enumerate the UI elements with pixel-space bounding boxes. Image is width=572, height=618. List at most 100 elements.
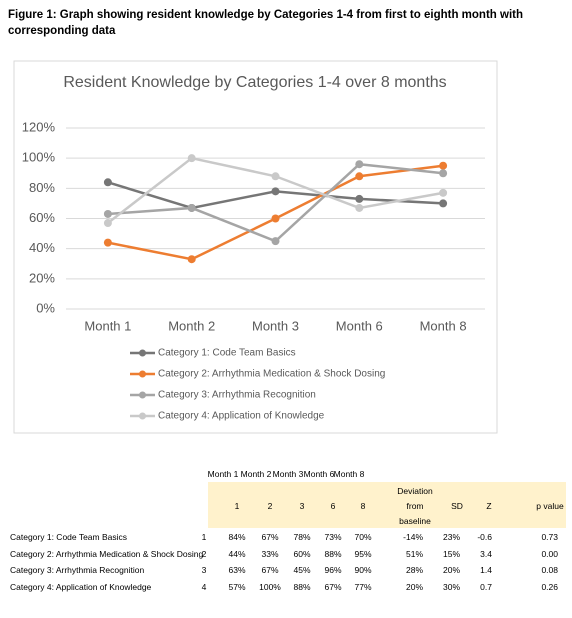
table-cell: 2 [201,548,207,559]
table-cell: 100% [259,581,281,592]
column-header: 2 [267,501,273,511]
x-tick-label: Month 6 [336,318,383,333]
column-header: 1 [234,501,240,511]
table-cell: 0.7 [480,581,492,592]
point [439,188,448,197]
column-header: 8 [360,501,366,511]
table-cell: 67% [324,581,342,592]
column-header: Deviation from baseline [397,486,433,526]
x-tick-label: Month 2 [168,318,215,333]
x-tick-label: Month 8 [420,318,467,333]
column-header: SD [451,501,463,511]
point [355,203,364,212]
table-cell: 78% [293,532,311,542]
table-cell: 20% [405,581,423,592]
table-cell: 84% [228,532,246,542]
point [439,169,448,178]
legend-label: Category 2: Arrhythmia Medication & Shoc… [158,369,385,380]
point [103,219,112,228]
column-header: p value [536,501,564,511]
point [103,238,112,247]
table-cell: 77% [354,581,372,592]
table-cell: 0.26 [541,581,558,592]
table-cell: 70% [354,532,372,542]
table-cell: 28% [405,565,423,575]
table-cell: -0.6 [477,532,492,542]
table-cell: 1.4 [480,565,492,575]
chart-frame [13,60,498,434]
row-label: Category 2: Arrhythmia Medication & Shoc… [10,548,204,559]
column-header: 6 [330,501,336,511]
legend-marker [139,370,146,378]
figure-caption: Figure 1: Graph showing resident knowled… [8,9,523,37]
month-header: Month 2 [240,469,272,479]
table-cell: 73% [324,532,342,542]
point [103,178,112,187]
table-cell: 23% [442,532,460,542]
month-header: Month 1 [207,469,239,479]
column-header: 3 [299,501,305,511]
y-tick-label: 40% [29,240,55,255]
table-cell: 30% [442,581,460,592]
table-cell: 63% [228,565,246,575]
point [271,237,280,246]
point [355,194,364,203]
table-cell: 90% [354,565,372,575]
month-header: Month 3 [272,469,304,479]
table-cell: 20% [442,565,460,575]
table-cell: -14% [403,532,423,542]
table-cell: 44% [228,548,246,559]
row-label: Category 4: Application of Knowledge [10,581,152,592]
table-cell: 0.73 [541,532,558,542]
chart: Resident Knowledge by Categories 1-4 ove… [13,60,498,434]
table-cell: 67% [261,532,279,542]
point [187,203,196,212]
table-cell: 0.00 [541,548,558,559]
y-tick-label: 80% [29,180,55,195]
point [439,199,448,208]
table-cell: 0.08 [541,565,558,575]
row-label: Category 3: Arrhythmia Recognition [10,565,145,575]
point [355,160,364,169]
legend-label: Category 3: Arrhythmia Recognition [158,390,316,401]
y-tick-label: 20% [29,270,55,285]
legend-label: Category 1: Code Team Basics [158,348,296,359]
legend-marker [139,391,146,399]
point [103,209,112,218]
table-cell: 45% [293,565,311,575]
y-tick-label: 100% [22,150,56,165]
legend-label: Category 4: Application of Knowledge [158,411,325,422]
legend-marker [139,412,146,420]
point [187,255,196,264]
header-band [208,482,566,528]
point [271,172,280,181]
y-tick-label: 0% [36,300,55,315]
table-cell: 95% [354,548,372,559]
table-cell: 3 [201,565,207,575]
table-cell: 1 [201,532,207,542]
column-header: Z [486,501,492,511]
legend-marker [139,349,146,357]
table-cell: 51% [405,548,423,559]
table-cell: 60% [293,548,311,559]
month-header: Month 8 [333,469,365,479]
x-tick-label: Month 1 [84,318,131,333]
table-cell: 67% [261,565,279,575]
point [439,161,448,170]
month-header: Month 6 [303,469,335,479]
table-cell: 4 [201,581,207,592]
point [355,172,364,181]
table-cell: 96% [324,565,342,575]
row-label: Category 1: Code Team Basics [10,532,128,542]
point [187,154,196,163]
chart-title: Resident Knowledge by Categories 1-4 ove… [63,74,446,91]
point [271,214,280,223]
table-cell: 88% [293,581,311,592]
table-cell: 33% [261,548,279,559]
y-tick-label: 60% [29,210,55,225]
point [271,187,280,196]
table-cell: 57% [228,581,246,592]
table-cell: 88% [324,548,342,559]
table-cell: 3.4 [480,548,492,559]
